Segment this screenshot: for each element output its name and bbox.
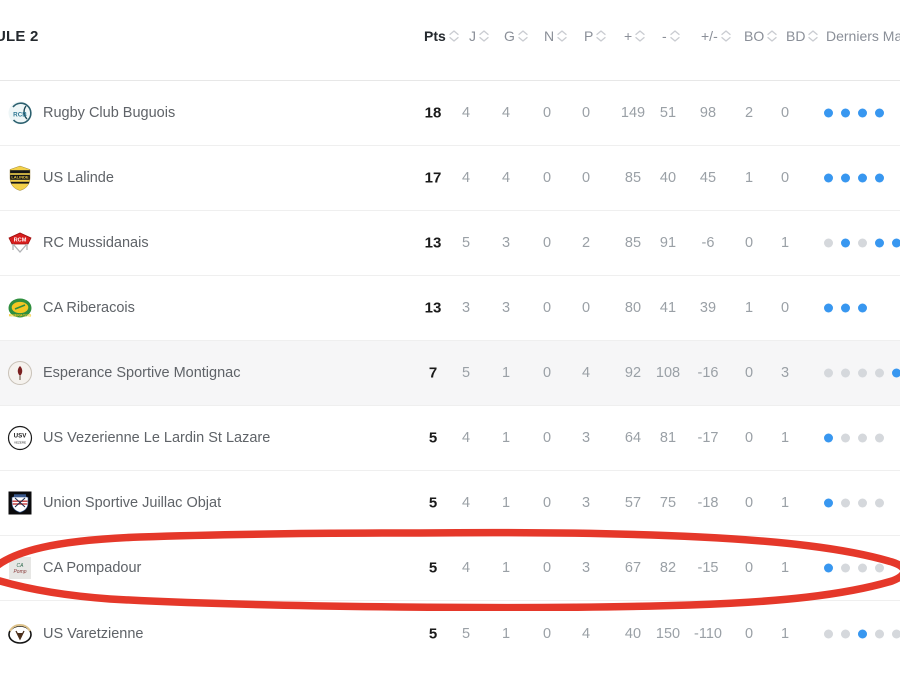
svg-text:USV: USV bbox=[14, 433, 28, 440]
svg-text:VEZERE: VEZERE bbox=[14, 441, 26, 445]
svg-text:RCM: RCM bbox=[14, 238, 27, 244]
svg-text:Pomp: Pomp bbox=[13, 569, 26, 575]
svg-text:LALINDE: LALINDE bbox=[11, 175, 29, 180]
svg-text:RCB: RCB bbox=[13, 112, 27, 119]
svg-text:RIBERACOIS: RIBERACOIS bbox=[9, 314, 32, 318]
